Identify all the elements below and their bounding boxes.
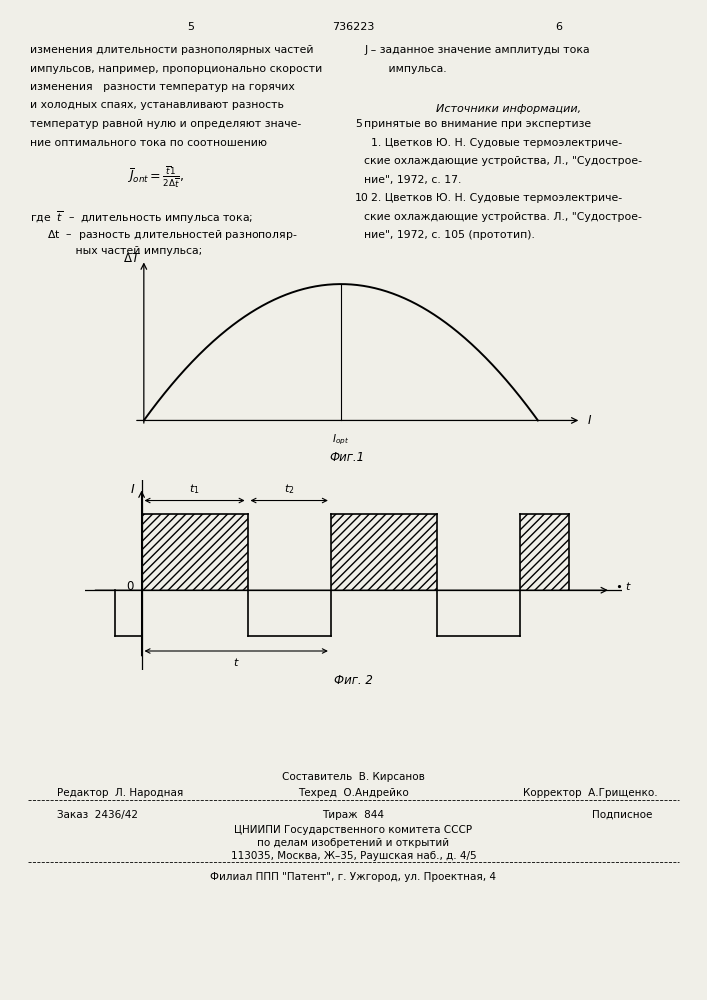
Text: Составитель  В. Кирсанов: Составитель В. Кирсанов (282, 772, 425, 782)
Text: и холодных спаях, устанавливают разность: и холодных спаях, устанавливают разность (30, 101, 284, 110)
Text: $\bullet\ t$: $\bullet\ t$ (614, 580, 632, 592)
Text: ние", 1972, с. 17.: ние", 1972, с. 17. (364, 175, 462, 185)
Text: ние", 1972, с. 105 (прототип).: ние", 1972, с. 105 (прототип). (364, 230, 535, 240)
Text: изменения   разности температур на горячих: изменения разности температур на горячих (30, 82, 294, 92)
Bar (141, 514, 247, 590)
Text: 2. Цветков Ю. Н. Судовые термоэлектриче-: 2. Цветков Ю. Н. Судовые термоэлектриче- (364, 193, 622, 203)
Text: Подписное: Подписное (592, 810, 653, 820)
Text: импульса.: импульса. (364, 64, 447, 74)
Text: Редактор  Л. Народная: Редактор Л. Народная (57, 788, 183, 798)
Text: по делам изобретений и открытий: по делам изобретений и открытий (257, 838, 450, 848)
Text: ские охлаждающие устройства, Л., "Судострое-: ские охлаждающие устройства, Л., "Судост… (364, 156, 642, 166)
Text: 5: 5 (355, 119, 362, 129)
Text: 1. Цветков Ю. Н. Судовые термоэлектриче-: 1. Цветков Ю. Н. Судовые термоэлектриче- (364, 138, 622, 148)
Text: $I_{opt}$: $I_{opt}$ (332, 433, 349, 447)
Text: J – заданное значение амплитуды тока: J – заданное значение амплитуды тока (364, 45, 590, 55)
Text: Заказ  2436/42: Заказ 2436/42 (57, 810, 138, 820)
Text: 10: 10 (355, 193, 369, 203)
Bar (331, 514, 437, 590)
Text: 113035, Москва, Ж–35, Раушская наб., д. 4/5: 113035, Москва, Ж–35, Раушская наб., д. … (230, 851, 477, 861)
Text: Техред  О.Андрейко: Техред О.Андрейко (298, 788, 409, 798)
Text: Источники информации,: Источники информации, (436, 104, 582, 114)
Text: $t_1$: $t_1$ (189, 482, 200, 496)
Text: ЦНИИПИ Государственного комитета СССР: ЦНИИПИ Государственного комитета СССР (235, 825, 472, 835)
Text: ние оптимального тока по соотношению: ние оптимального тока по соотношению (30, 138, 267, 148)
Text: $\Delta$t  –  разность длительностей разнополяр-: $\Delta$t – разность длительностей разно… (30, 228, 297, 241)
Text: где  $\overline{t}$  –  длительность импульса тока;: где $\overline{t}$ – длительность импуль… (30, 209, 253, 226)
Text: Филиал ППП "Патент", г. Ужгород, ул. Проектная, 4: Филиал ППП "Патент", г. Ужгород, ул. Про… (211, 872, 496, 882)
Text: $t$: $t$ (233, 656, 240, 668)
Text: Фиг.1: Фиг.1 (329, 451, 364, 464)
Text: 736223: 736223 (332, 22, 375, 32)
Text: изменения длительности разнополярных частей: изменения длительности разнополярных час… (30, 45, 313, 55)
Text: 0: 0 (127, 580, 134, 593)
Text: $\overline{J}_{ont} = \frac{\overline{t}1}{2\Delta\overline{t}},$: $\overline{J}_{ont} = \frac{\overline{t}… (127, 164, 184, 190)
Text: ных частей импульса;: ных частей импульса; (30, 246, 202, 256)
Text: 6: 6 (555, 22, 562, 32)
Text: $\Delta T$: $\Delta T$ (123, 252, 141, 265)
Text: ские охлаждающие устройства. Л., "Судострое-: ские охлаждающие устройства. Л., "Судост… (364, 212, 642, 222)
Bar (520, 514, 569, 590)
Text: температур равной нулю и определяют значе-: температур равной нулю и определяют знач… (30, 119, 301, 129)
Text: $I$: $I$ (130, 483, 136, 496)
Text: принятые во внимание при экспертизе: принятые во внимание при экспертизе (364, 119, 591, 129)
Text: Фиг. 2: Фиг. 2 (334, 674, 373, 687)
Text: импульсов, например, пропорционально скорости: импульсов, например, пропорционально ско… (30, 64, 322, 74)
Text: 5: 5 (187, 22, 194, 32)
Text: Корректор  А.Грищенко.: Корректор А.Грищенко. (523, 788, 658, 798)
Text: $I$: $I$ (587, 414, 592, 427)
Text: $t_2$: $t_2$ (284, 482, 294, 496)
Text: Тираж  844: Тираж 844 (322, 810, 385, 820)
